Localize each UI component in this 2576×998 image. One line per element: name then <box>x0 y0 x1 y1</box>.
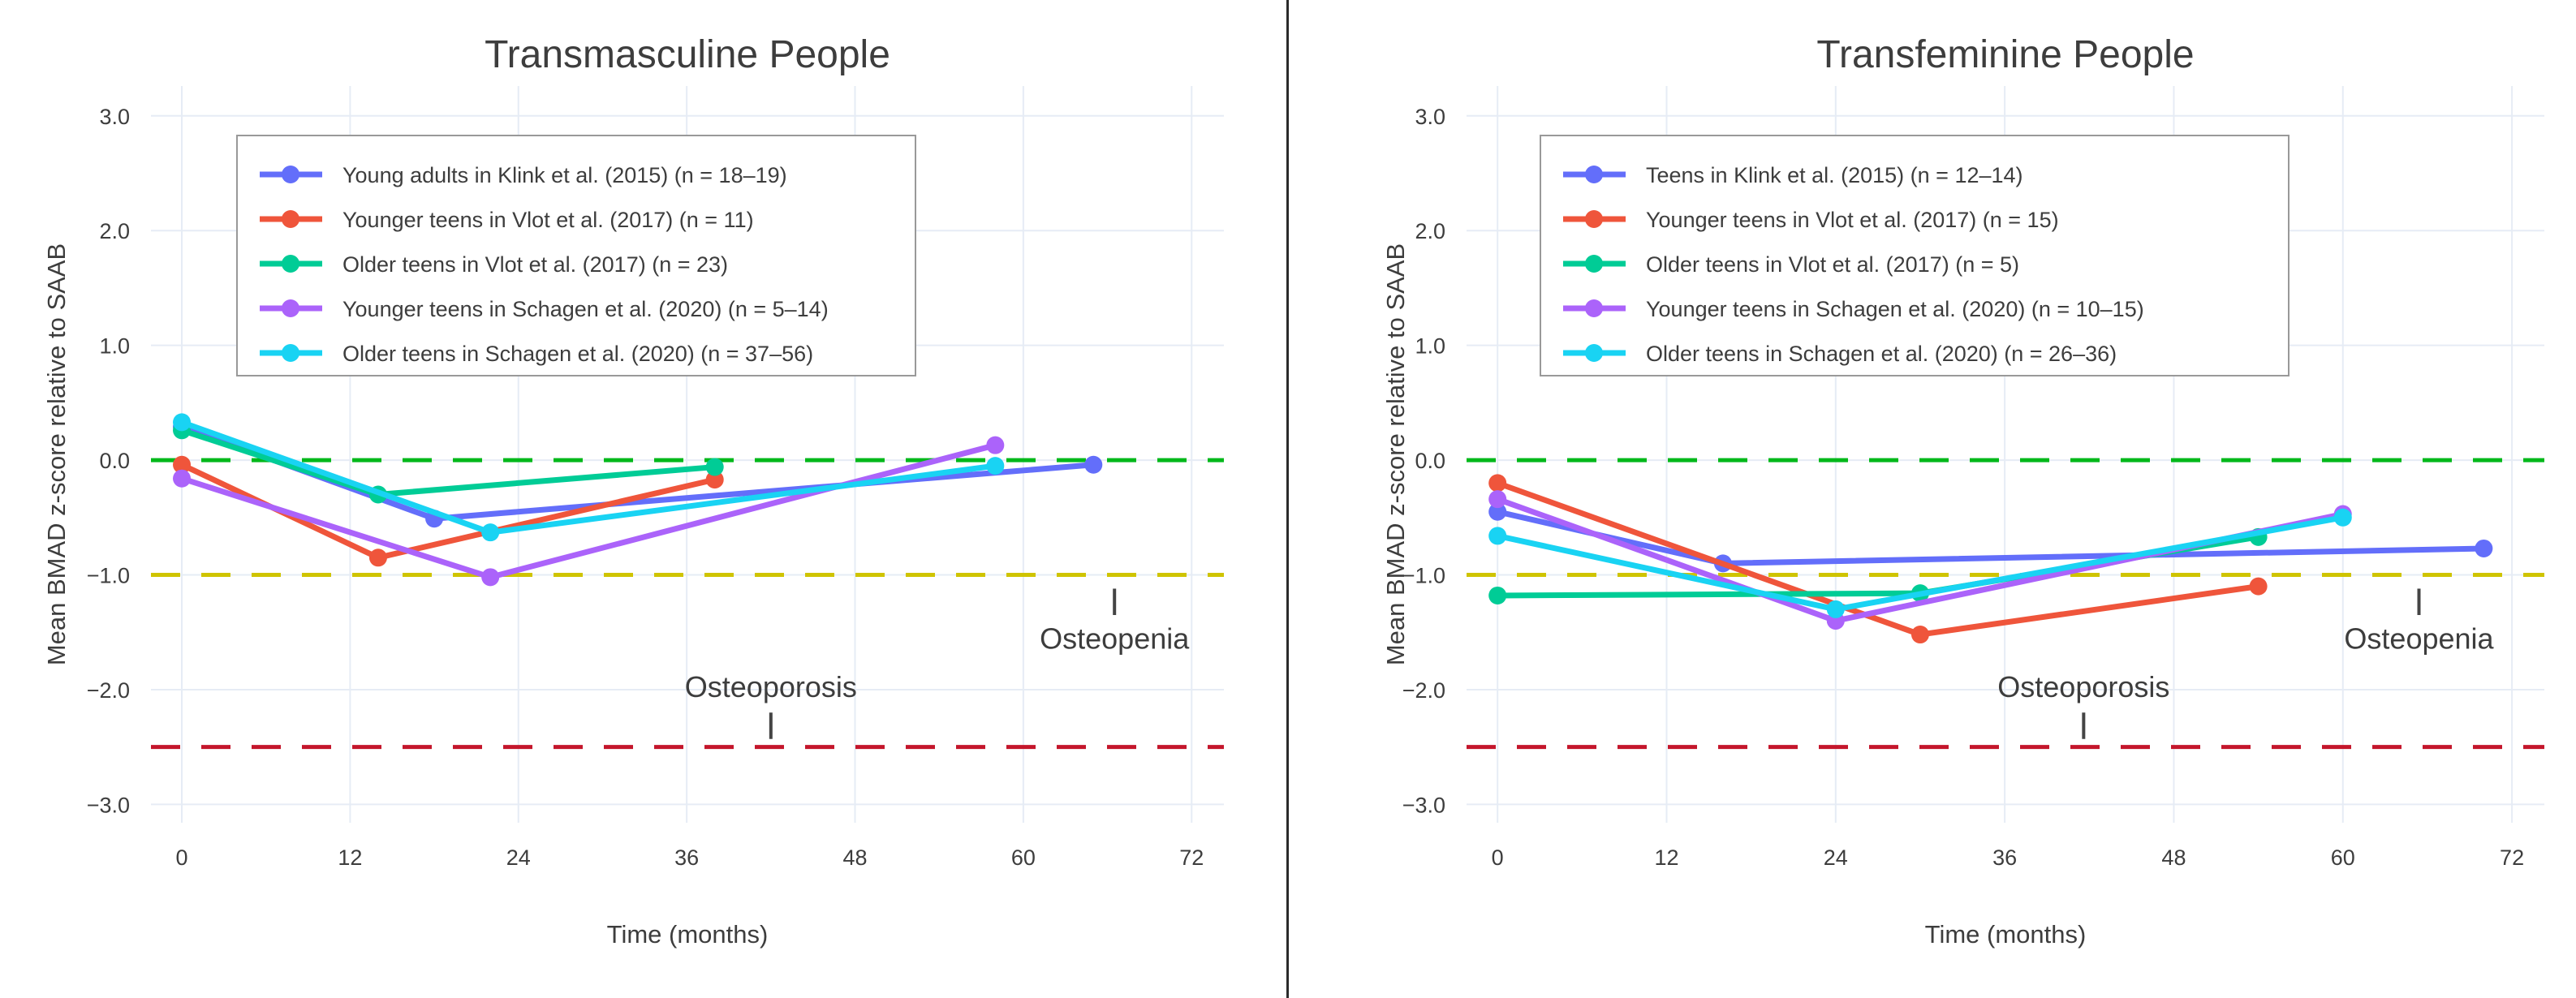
legend-item[interactable]: Younger teens in Vlot et al. (2017) (n =… <box>1563 208 2059 232</box>
data-point <box>986 436 1005 454</box>
panel-title: Transfeminine People <box>1816 33 2195 76</box>
y-tick-label: −2.0 <box>87 678 130 703</box>
legend-label: Teens in Klink et al. (2015) (n = 12–14) <box>1646 163 2023 187</box>
annotation-label: Osteopenia <box>2344 622 2494 656</box>
y-tick-label: 2.0 <box>99 219 130 243</box>
legend-label: Older teens in Schagen et al. (2020) (n … <box>342 342 813 366</box>
data-point <box>481 568 500 587</box>
legend-item[interactable]: Younger teens in Vlot et al. (2017) (n =… <box>260 208 754 232</box>
data-point <box>1488 490 1507 509</box>
legend-marker-sample <box>282 255 299 273</box>
data-point <box>1488 527 1507 545</box>
panel-transmasculine: Transmasculine People Mean BMAD z-score … <box>42 33 1224 949</box>
legend-box <box>236 135 916 376</box>
legend-label: Older teens in Schagen et al. (2020) (n … <box>1646 342 2117 366</box>
panel-divider <box>1286 0 1289 998</box>
data-point <box>705 458 724 476</box>
legend-marker-sample <box>1585 299 1603 317</box>
y-tick-label: −2.0 <box>1402 678 1445 703</box>
legend-item[interactable]: Older teens in Schagen et al. (2020) (n … <box>260 342 813 366</box>
legend-marker-sample <box>1585 344 1603 362</box>
legend-label: Older teens in Vlot et al. (2017) (n = 2… <box>342 252 728 277</box>
legend-item[interactable]: Younger teens in Schagen et al. (2020) (… <box>1563 297 2144 321</box>
x-tick-label: 0 <box>176 845 188 870</box>
y-tick-label: −3.0 <box>87 793 130 817</box>
data-point <box>2333 508 2352 527</box>
y-tick-label: −1.0 <box>1402 564 1445 588</box>
data-point <box>481 523 500 542</box>
legend-item[interactable]: Teens in Klink et al. (2015) (n = 12–14) <box>1563 163 2023 187</box>
x-axis-title: Time (months) <box>1924 920 2087 949</box>
legend-item[interactable]: Younger teens in Schagen et al. (2020) (… <box>260 297 829 321</box>
legend-marker-sample <box>1585 255 1603 273</box>
y-tick-label: 0.0 <box>99 449 130 473</box>
x-tick-label: 36 <box>674 845 699 870</box>
y-tick-label: 3.0 <box>99 105 130 129</box>
x-axis-title: Time (months) <box>606 920 769 949</box>
y-tick-label: 1.0 <box>1415 334 1445 359</box>
data-point <box>173 413 192 432</box>
x-tick-label: 24 <box>506 845 531 870</box>
x-tick-label: 72 <box>2500 845 2524 870</box>
data-point <box>1084 455 1103 474</box>
annotation-label: Osteoporosis <box>1997 670 2169 703</box>
legend-marker-sample <box>282 166 299 183</box>
annotation-label: Osteoporosis <box>685 670 857 703</box>
y-tick-label: −1.0 <box>87 564 130 588</box>
legend-label: Older teens in Vlot et al. (2017) (n = 5… <box>1646 252 2019 277</box>
x-tick-label: 0 <box>1492 845 1504 870</box>
legend-item[interactable]: Older teens in Vlot et al. (2017) (n = 2… <box>260 252 728 277</box>
legend-marker-sample <box>1585 210 1603 228</box>
legend-label: Younger teens in Vlot et al. (2017) (n =… <box>1646 208 2059 232</box>
data-point <box>2249 577 2268 596</box>
legend-marker-sample <box>282 210 299 228</box>
x-tick-label: 24 <box>1824 845 1848 870</box>
legend-marker-sample <box>1585 166 1603 183</box>
legend-label: Younger teens in Vlot et al. (2017) (n =… <box>342 208 754 232</box>
data-point <box>1488 502 1507 521</box>
data-point <box>368 548 387 567</box>
annotation-label: Osteopenia <box>1040 622 1190 656</box>
x-tick-label: 48 <box>842 845 867 870</box>
legend-label: Young adults in Klink et al. (2015) (n =… <box>342 163 787 187</box>
x-tick-label: 72 <box>1179 845 1204 870</box>
data-point <box>1826 600 1845 618</box>
series-line <box>1494 534 2262 599</box>
y-tick-label: 2.0 <box>1415 219 1445 243</box>
panel-transfeminine: Transfeminine People Mean BMAD z-score r… <box>1288 0 2576 998</box>
legend-item[interactable]: Older teens in Vlot et al. (2017) (n = 5… <box>1563 252 2019 277</box>
data-point <box>705 471 724 489</box>
x-tick-label: 12 <box>338 845 362 870</box>
panel-title: Transmasculine People <box>485 33 890 76</box>
data-point <box>1488 586 1507 604</box>
legend-marker-sample <box>282 299 299 317</box>
y-tick-label: 0.0 <box>1415 449 1445 473</box>
data-point <box>173 469 192 488</box>
x-tick-label: 60 <box>1011 845 1036 870</box>
legend-label: Younger teens in Schagen et al. (2020) (… <box>1646 297 2144 321</box>
x-tick-label: 48 <box>2161 845 2186 870</box>
data-point <box>1910 626 1929 644</box>
data-point <box>173 455 192 474</box>
x-tick-label: 60 <box>2331 845 2355 870</box>
legend-box <box>1540 135 2290 376</box>
legend-item[interactable]: Young adults in Klink et al. (2015) (n =… <box>260 163 787 187</box>
legend-label: Younger teens in Schagen et al. (2020) (… <box>342 297 829 321</box>
plot-area-transmasculine: 3.0 2.0 1.0 0.0 −1.0 −2.0 −3.0 0 12 24 36 48 60 72 Ost… <box>87 86 1224 870</box>
legend-item[interactable]: Older teens in Schagen et al. (2020) (n … <box>1563 342 2117 366</box>
x-tick-label: 12 <box>1654 845 1678 870</box>
data-point <box>986 457 1005 475</box>
series-line <box>179 427 718 498</box>
plot-area-transfeminine: 3.0 2.0 1.0 0.0 −1.0 −2.0 −3.0 0 12 24 36 48 60 72 Ost… <box>1402 86 2544 870</box>
y-tick-label: 1.0 <box>99 334 130 359</box>
y-tick-label: 3.0 <box>1415 105 1445 129</box>
data-point <box>2475 539 2493 557</box>
data-point <box>1488 474 1507 493</box>
x-tick-label: 36 <box>1992 845 2017 870</box>
legend-marker-sample <box>282 344 299 362</box>
y-tick-label: −3.0 <box>1402 793 1445 817</box>
